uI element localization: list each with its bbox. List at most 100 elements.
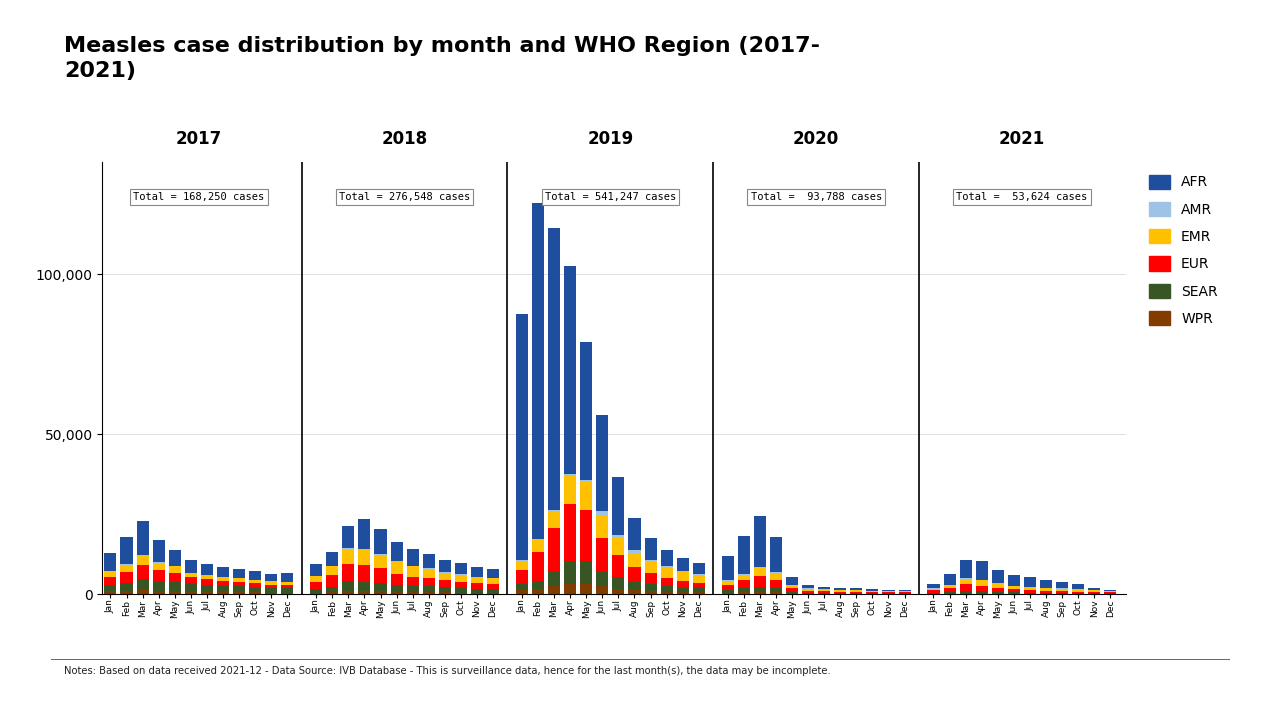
Bar [169, 591, 180, 594]
Bar [422, 587, 435, 593]
Bar [407, 586, 419, 592]
Bar [439, 593, 451, 594]
Bar [422, 554, 435, 568]
Bar [867, 591, 878, 592]
Bar [233, 582, 244, 586]
Bar [471, 583, 483, 589]
Bar [803, 590, 814, 593]
Bar [516, 560, 527, 562]
Bar [1056, 591, 1068, 593]
Bar [1105, 590, 1116, 591]
Bar [137, 556, 148, 564]
Bar [645, 573, 657, 585]
Bar [786, 577, 797, 585]
Bar [390, 592, 403, 594]
Bar [358, 591, 370, 594]
Text: Total =  53,624 cases: Total = 53,624 cases [956, 192, 1088, 202]
Bar [407, 567, 419, 577]
Bar [439, 560, 451, 572]
Bar [233, 586, 244, 592]
Bar [184, 559, 197, 572]
Bar [137, 579, 148, 590]
Bar [596, 572, 608, 586]
Bar [722, 557, 733, 580]
Bar [105, 553, 116, 571]
Bar [375, 568, 387, 582]
Bar [184, 577, 197, 585]
Bar [548, 572, 561, 586]
Bar [120, 591, 133, 594]
Bar [960, 559, 972, 577]
Legend: AFR, AMR, EMR, EUR, SEAR, WPR: AFR, AMR, EMR, EUR, SEAR, WPR [1143, 169, 1224, 331]
Bar [754, 516, 765, 567]
Bar [532, 539, 544, 540]
Bar [737, 593, 750, 594]
Bar [692, 593, 705, 594]
Bar [233, 592, 244, 594]
Bar [1105, 591, 1116, 593]
Bar [722, 585, 733, 590]
Bar [152, 581, 165, 591]
Bar [216, 586, 229, 592]
Bar [628, 553, 640, 567]
Bar [771, 588, 782, 592]
Bar [660, 592, 673, 594]
Text: Total = 276,548 cases: Total = 276,548 cases [339, 192, 470, 202]
Bar [486, 593, 499, 594]
Bar [516, 590, 527, 594]
Bar [326, 587, 338, 593]
Bar [1088, 592, 1101, 593]
Bar [850, 588, 863, 590]
Bar [282, 593, 293, 594]
Bar [786, 592, 797, 593]
Bar [250, 593, 261, 594]
Bar [580, 482, 593, 510]
Bar [1073, 590, 1084, 592]
Bar [390, 562, 403, 574]
Bar [992, 593, 1004, 594]
Bar [692, 575, 705, 582]
Bar [326, 593, 338, 594]
Bar [771, 574, 782, 580]
Bar [233, 578, 244, 582]
Bar [201, 585, 212, 592]
Bar [943, 588, 956, 592]
Bar [677, 588, 689, 593]
Bar [692, 582, 705, 588]
Text: Notes: Based on data received 2021-12 - Data Source: IVB Database - This is surv: Notes: Based on data received 2021-12 - … [64, 666, 831, 676]
Bar [992, 584, 1004, 588]
Bar [216, 592, 229, 594]
Bar [882, 591, 895, 593]
Bar [342, 564, 355, 581]
Text: Total =  93,788 cases: Total = 93,788 cases [750, 192, 882, 202]
Bar [754, 592, 765, 594]
Bar [265, 588, 278, 593]
Bar [564, 504, 576, 562]
Bar [1024, 588, 1036, 590]
Bar [692, 588, 705, 593]
Bar [564, 584, 576, 594]
Bar [722, 581, 733, 585]
Bar [310, 576, 323, 582]
Bar [152, 591, 165, 594]
Bar [439, 572, 451, 580]
Bar [818, 587, 831, 590]
Bar [548, 511, 561, 528]
Bar [899, 591, 910, 593]
Bar [1007, 575, 1020, 585]
Bar [975, 591, 988, 593]
Bar [439, 580, 451, 587]
Bar [105, 585, 116, 591]
Bar [660, 567, 673, 577]
Bar [326, 567, 338, 575]
Bar [960, 579, 972, 584]
Bar [677, 572, 689, 581]
Bar [677, 558, 689, 571]
Bar [152, 540, 165, 562]
Bar [486, 569, 499, 578]
Bar [486, 584, 499, 590]
Bar [771, 592, 782, 594]
Bar [803, 585, 814, 588]
Bar [596, 586, 608, 594]
Bar [580, 480, 593, 482]
